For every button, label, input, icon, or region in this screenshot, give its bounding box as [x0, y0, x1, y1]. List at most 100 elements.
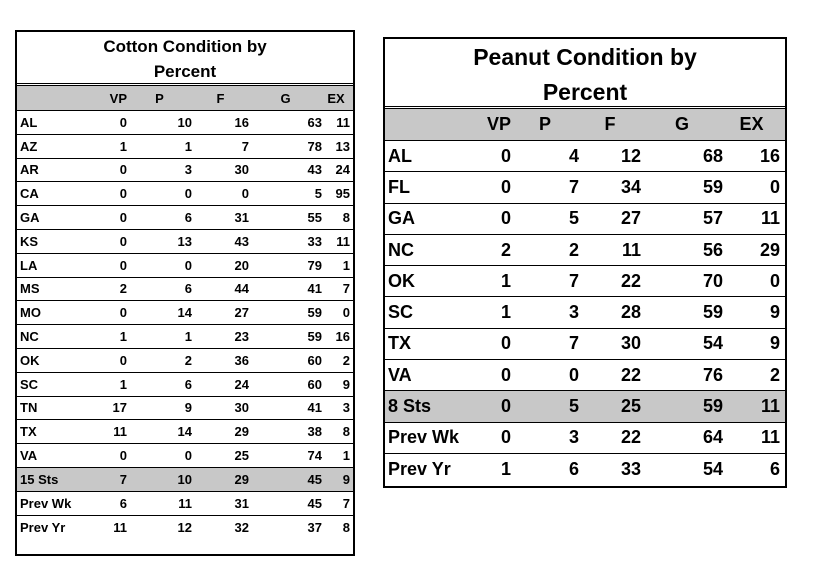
cotton-header-ex: EX — [327, 90, 345, 106]
peanut-row-value: 6 — [769, 459, 780, 480]
peanut-table-row: VA 0 0 22 76 2 — [385, 360, 785, 392]
peanut-table-row: Prev Yr 1 6 33 54 6 — [385, 454, 785, 485]
peanut-row-value: 59 — [702, 396, 723, 417]
peanut-row-label: TX — [388, 333, 412, 354]
peanut-table-row: NC 2 2 11 56 29 — [385, 235, 785, 267]
cotton-row-value: 7 — [241, 138, 249, 154]
peanut-row-value: 0 — [769, 270, 780, 291]
peanut-row-value: 9 — [769, 302, 780, 323]
peanut-row-value: 70 — [702, 270, 723, 291]
peanut-table-row: Prev Wk 0 3 22 64 11 — [385, 423, 785, 454]
cotton-table-row: LA 0 0 20 79 1 — [17, 254, 353, 278]
cotton-row-value: 0 — [119, 210, 127, 226]
cotton-row-value: 0 — [184, 448, 192, 464]
cotton-row-value: 11 — [336, 233, 350, 249]
peanut-row-label: SC — [388, 302, 414, 323]
cotton-row-value: 1 — [184, 138, 192, 154]
cotton-row-value: 29 — [234, 471, 249, 487]
cotton-row-value: 8 — [342, 519, 350, 535]
cotton-row-value: 74 — [307, 448, 322, 464]
cotton-row-value: 2 — [184, 352, 192, 368]
peanut-row-value: 0 — [568, 364, 579, 385]
peanut-row-value: 33 — [620, 459, 641, 480]
cotton-row-value: 30 — [234, 162, 249, 178]
cotton-row-value: 16 — [234, 114, 249, 130]
peanut-row-value: 2 — [500, 239, 511, 260]
peanut-title-line2: Percent — [542, 79, 628, 105]
peanut-row-value: 68 — [702, 145, 723, 166]
cotton-table-row: TX 11 14 29 38 8 — [17, 420, 353, 445]
cotton-row-value: 33 — [307, 233, 322, 249]
cotton-row-value: 1 — [342, 257, 350, 273]
cotton-row-value: 24 — [234, 376, 249, 392]
cotton-header-row: VP P F G EX — [17, 86, 353, 111]
peanut-row-value: 0 — [500, 333, 511, 354]
cotton-row-value: 7 — [342, 281, 350, 297]
cotton-header-f: F — [216, 90, 225, 106]
cotton-row-value: 45 — [307, 495, 322, 511]
peanut-row-value: 2 — [769, 364, 780, 385]
peanut-row-value: 54 — [702, 459, 723, 480]
cotton-row-value: 31 — [234, 495, 249, 511]
peanut-header-g: G — [674, 114, 689, 134]
cotton-row-value: 0 — [119, 186, 127, 202]
cotton-row-label: NC — [20, 329, 39, 345]
cotton-row-value: 13 — [335, 138, 350, 154]
peanut-row-value: 7 — [568, 270, 579, 291]
cotton-row-value: 0 — [241, 186, 249, 202]
cotton-row-label: Prev Wk — [20, 495, 72, 511]
peanut-row-label: FL — [388, 176, 410, 197]
cotton-table-row: VA 0 0 25 74 1 — [17, 444, 353, 468]
cotton-row-value: 2 — [342, 352, 350, 368]
peanut-row-value: 0 — [500, 396, 511, 417]
peanut-row-label: NC — [388, 239, 414, 260]
cotton-row-value: 41 — [307, 281, 322, 297]
cotton-row-label: OK — [20, 352, 40, 368]
peanut-row-value: 1 — [500, 270, 511, 291]
cotton-row-value: 1 — [119, 329, 127, 345]
peanut-row-value: 22 — [620, 427, 641, 448]
peanut-row-value: 0 — [500, 176, 511, 197]
peanut-row-label: VA — [388, 364, 412, 385]
peanut-row-label: 8 Sts — [388, 396, 432, 417]
cotton-table-row: GA 0 6 31 55 8 — [17, 206, 353, 230]
peanut-row-value: 0 — [500, 427, 511, 448]
peanut-row-value: 22 — [620, 270, 641, 291]
cotton-row-label: AL — [20, 114, 38, 130]
peanut-row-value: 0 — [500, 364, 511, 385]
cotton-row-value: 59 — [307, 329, 322, 345]
cotton-table-row: CA 0 0 0 5 95 — [17, 182, 353, 207]
cotton-row-value: 6 — [184, 281, 192, 297]
peanut-row-label: Prev Wk — [388, 427, 460, 448]
peanut-row-value: 0 — [500, 208, 511, 229]
cotton-row-value: 10 — [177, 471, 192, 487]
peanut-table-row: 8 Sts 0 5 25 59 11 — [385, 391, 785, 423]
peanut-table-row: AL 0 4 12 68 16 — [385, 141, 785, 173]
cotton-row-value: 0 — [119, 162, 127, 178]
cotton-row-value: 17 — [112, 400, 127, 416]
cotton-row-value: 7 — [342, 495, 350, 511]
cotton-row-label: AZ — [20, 138, 38, 154]
peanut-row-value: 11 — [760, 396, 780, 417]
cotton-row-value: 1 — [342, 448, 350, 464]
peanut-header-ex: EX — [739, 114, 764, 134]
cotton-row-value: 59 — [307, 305, 322, 321]
peanut-condition-table: Peanut Condition by Percent VP P F G EX … — [383, 37, 787, 488]
peanut-header-row: VP P F G EX — [385, 109, 785, 141]
cotton-row-value: 1 — [119, 376, 127, 392]
cotton-row-value: 7 — [119, 471, 127, 487]
cotton-row-value: 9 — [342, 471, 350, 487]
cotton-row-value: 0 — [342, 305, 350, 321]
cotton-row-value: 1 — [184, 329, 192, 345]
peanut-row-value: 57 — [702, 208, 723, 229]
cotton-row-value: 1 — [119, 138, 127, 154]
cotton-row-value: 16 — [335, 329, 350, 345]
cotton-row-value: 78 — [307, 138, 322, 154]
peanut-table-row: SC 1 3 28 59 9 — [385, 297, 785, 329]
cotton-row-value: 12 — [177, 519, 192, 535]
cotton-row-value: 6 — [119, 495, 127, 511]
cotton-table-row: AL 0 10 16 63 11 — [17, 111, 353, 135]
cotton-row-value: 11 — [113, 424, 127, 440]
cotton-row-value: 38 — [307, 424, 322, 440]
cotton-table-row: Prev Yr 11 12 32 37 8 — [17, 516, 353, 540]
